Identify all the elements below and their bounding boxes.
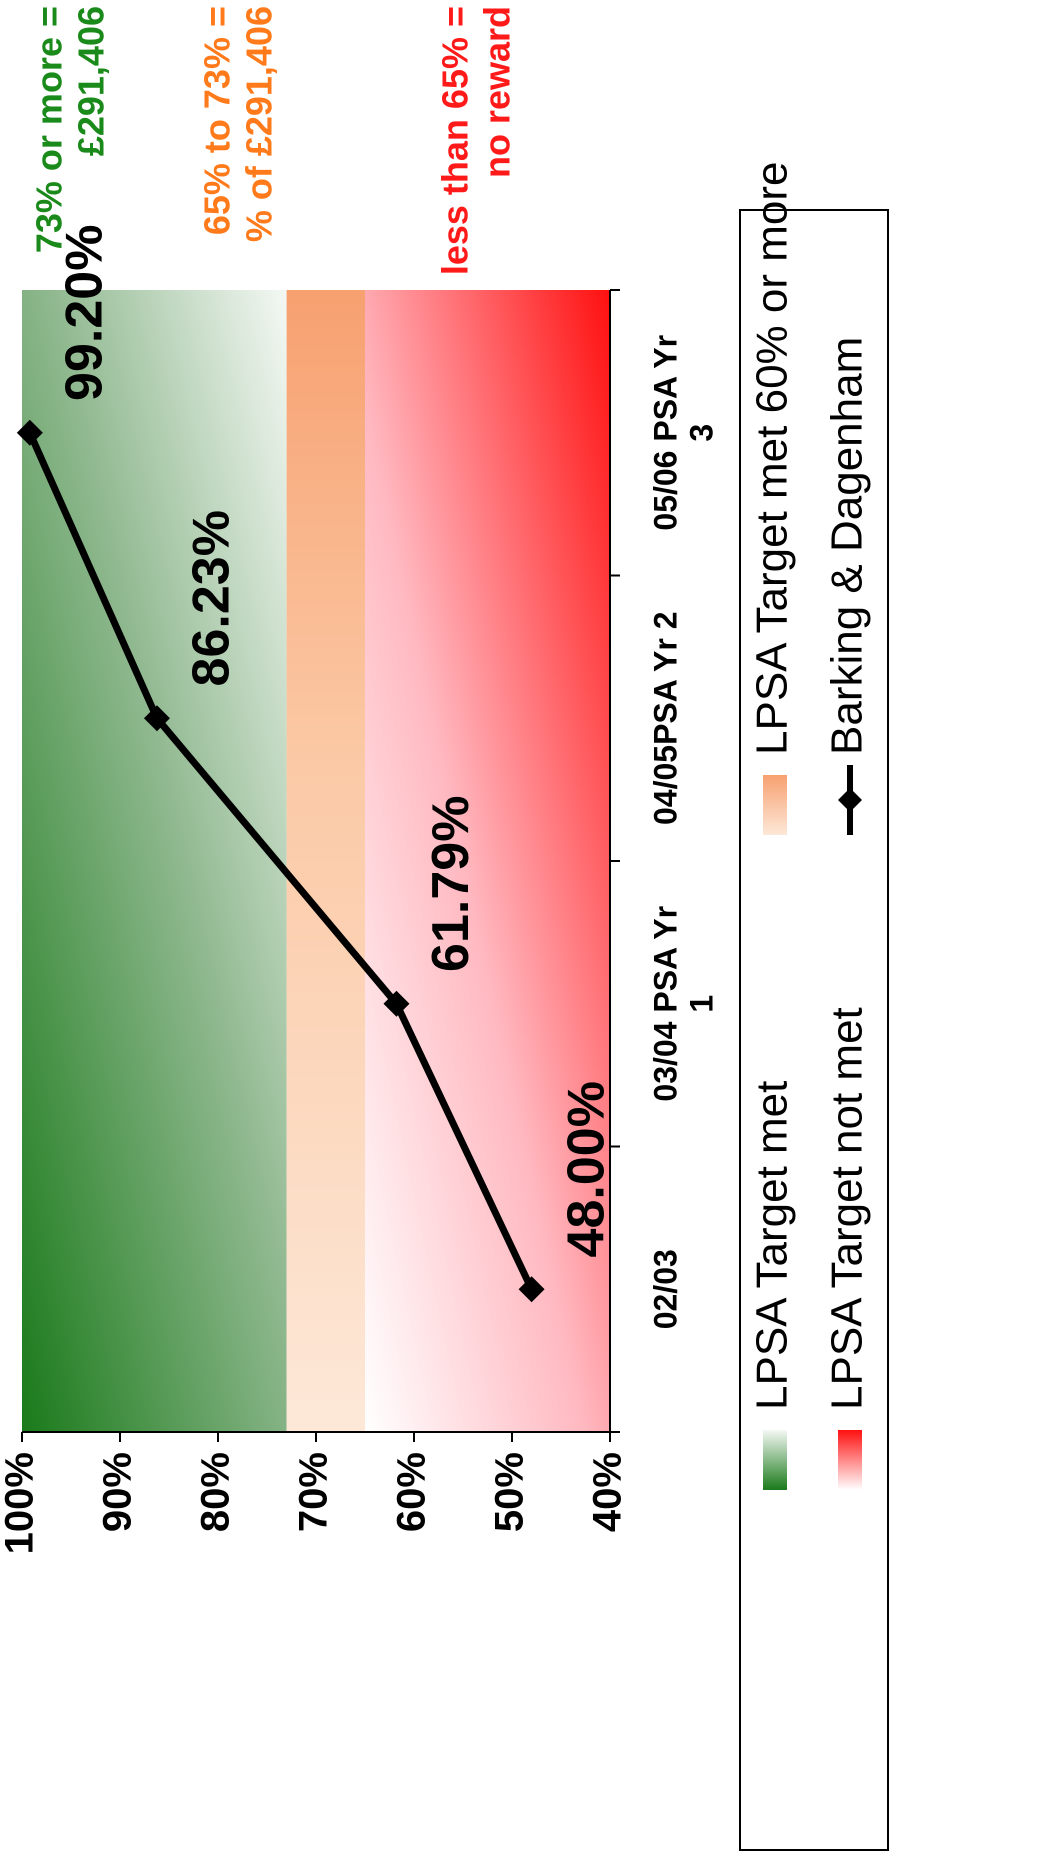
legend-box [739,209,889,1851]
band-target-met [22,290,287,1432]
data-label: 99.20% [56,225,114,401]
x-tick-label: 04/05PSA Yr 2 [647,612,683,825]
band-note-text: £291,406 [71,6,112,156]
y-tick-label: 70% [292,1452,336,1532]
y-tick-label: 80% [194,1452,238,1532]
labels-layer: 48.00% 61.79% 86.23% 99.20% [56,225,616,1258]
data-label: 48.00% [557,1081,615,1257]
band-target-not-met [365,290,610,1432]
data-point-marker [143,705,170,732]
x-tick-label: 3 [683,424,719,442]
legend-swatch-target-not-met [838,1430,862,1490]
legend-diamond-icon [838,788,862,812]
data-label: 86.23% [183,510,241,686]
legend-swatch-target-met [763,1430,787,1490]
x-tick-label: 03/04 PSA Yr [647,906,683,1102]
band-target-partial [286,290,365,1432]
legend-swatch-target-partial [763,775,787,835]
legend-label: LPSA Target met 60% or more [748,162,797,755]
y-tick-label: 100% [0,1452,42,1554]
y-tick-label: 90% [96,1452,140,1532]
band-note-text: % of £291,406 [239,6,280,242]
series-layer [16,419,545,1303]
band-note-text: no reward [477,6,518,178]
data-point-marker [383,990,410,1017]
x-tick-label: 1 [683,995,719,1013]
legend-label: LPSA Target met [748,1081,797,1410]
x-tick-label: 02/03 [647,1249,683,1329]
data-point-marker [16,419,43,446]
data-point-marker [518,1276,545,1303]
legend: LPSA Target met LPSA Target met 60% or mo… [739,162,889,1851]
band-notes: 73% or more = £291,406 65% to 73% =% of £2… [29,6,518,275]
y-tick-label: 50% [488,1452,532,1532]
data-label: 61.79% [422,796,480,972]
legend-label: LPSA Target not met [823,1007,872,1410]
y-tick-label: 60% [390,1452,434,1532]
band-note-text: less than 65% = [435,6,476,275]
legend-label: Barking & Dagenham [823,337,872,755]
x-tick-label: 05/06 PSA Yr [647,335,683,531]
band-note-text: 65% to 73% = [197,6,238,235]
series-line [26,431,535,1291]
axes: 40% 50% 60% 70% 80% 90% 100% 02/03 03/04 PSA Yr 1… [0,289,719,1554]
band-note-text: 73% or more = [29,6,70,253]
band-layer [22,290,610,1432]
y-tick-label: 40% [586,1452,630,1532]
